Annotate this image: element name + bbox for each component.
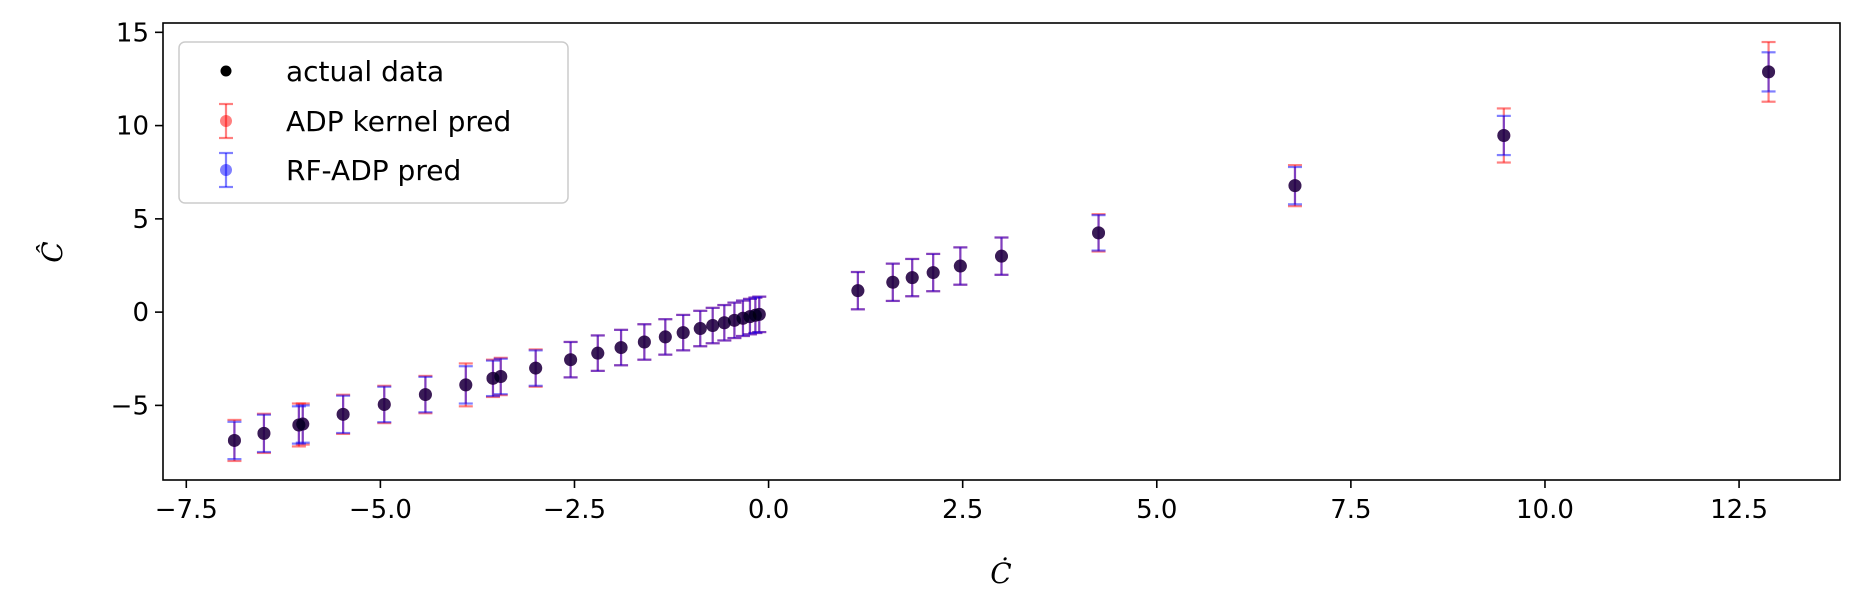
legend: actual data ADP kernel pred RF-ADP pred bbox=[178, 41, 569, 204]
y-tick-label: 0 bbox=[132, 298, 149, 328]
legend-label-rf-adp-pred: RF-ADP pred bbox=[286, 154, 461, 187]
legend-marker-rf-adp-pred bbox=[219, 151, 233, 189]
x-tick-label: 2.5 bbox=[942, 495, 983, 525]
point-actual-data bbox=[529, 361, 543, 375]
x-tick-label: 12.5 bbox=[1710, 495, 1768, 525]
point-actual-data bbox=[418, 388, 432, 402]
x-tick-label: −7.5 bbox=[155, 495, 218, 525]
point-actual-data bbox=[1762, 65, 1776, 79]
x-axis-label: Ċ bbox=[990, 556, 1011, 590]
point-actual-data bbox=[995, 249, 1008, 263]
x-tick-label: 0.0 bbox=[748, 495, 789, 525]
legend-marker-actual-data bbox=[220, 65, 232, 77]
point-actual-data bbox=[676, 326, 690, 340]
point-actual-data bbox=[296, 417, 310, 431]
x-tick-label: −2.5 bbox=[543, 495, 606, 525]
legend-label-actual-data: actual data bbox=[286, 55, 444, 88]
point-actual-data bbox=[851, 284, 865, 298]
y-tick-label: 10 bbox=[116, 112, 149, 142]
point-actual-data bbox=[614, 341, 628, 355]
point-actual-data bbox=[1092, 226, 1106, 240]
legend-box bbox=[178, 41, 569, 204]
point-actual-data bbox=[494, 369, 508, 383]
point-actual-data bbox=[637, 335, 651, 349]
x-tick-label: 10.0 bbox=[1516, 495, 1574, 525]
point-actual-data bbox=[752, 307, 766, 321]
y-tick-label: 15 bbox=[116, 18, 149, 48]
y-axis-ticks: −5 0 5 10 15 bbox=[111, 18, 163, 421]
point-actual-data bbox=[953, 259, 967, 273]
point-actual-data bbox=[257, 426, 271, 440]
point-actual-data bbox=[926, 266, 940, 280]
point-actual-data bbox=[1288, 179, 1302, 193]
point-actual-data bbox=[1497, 128, 1511, 142]
y-tick-label: −5 bbox=[111, 391, 149, 421]
point-actual-data bbox=[227, 433, 241, 447]
x-tick-label: −5.0 bbox=[349, 495, 412, 525]
x-tick-label: 5.0 bbox=[1136, 495, 1177, 525]
point-actual-data bbox=[658, 330, 672, 344]
point-actual-data bbox=[564, 353, 578, 367]
point-actual-data bbox=[459, 378, 473, 392]
y-tick-label: 5 bbox=[132, 205, 149, 235]
point-actual-data bbox=[717, 316, 731, 330]
point-actual-data bbox=[886, 275, 900, 289]
y-axis-label: Ĉ bbox=[35, 241, 69, 262]
legend-marker-adp-kernel-pred bbox=[219, 102, 233, 140]
point-actual-data bbox=[377, 397, 391, 411]
x-tick-label: 7.5 bbox=[1330, 495, 1371, 525]
point-actual-data bbox=[706, 319, 720, 333]
point-actual-data bbox=[336, 407, 350, 421]
point-actual-data bbox=[591, 346, 605, 360]
plot-area-frame bbox=[162, 22, 1841, 481]
point-actual-data bbox=[905, 271, 919, 285]
legend-label-adp-kernel-pred: ADP kernel pred bbox=[286, 105, 511, 138]
point-actual-data bbox=[693, 322, 707, 336]
x-axis-ticks: −7.5 −5.0 −2.5 0.0 2.5 5.0 7.5 10.0 12.5 bbox=[155, 480, 1768, 525]
data-points bbox=[227, 65, 1776, 447]
